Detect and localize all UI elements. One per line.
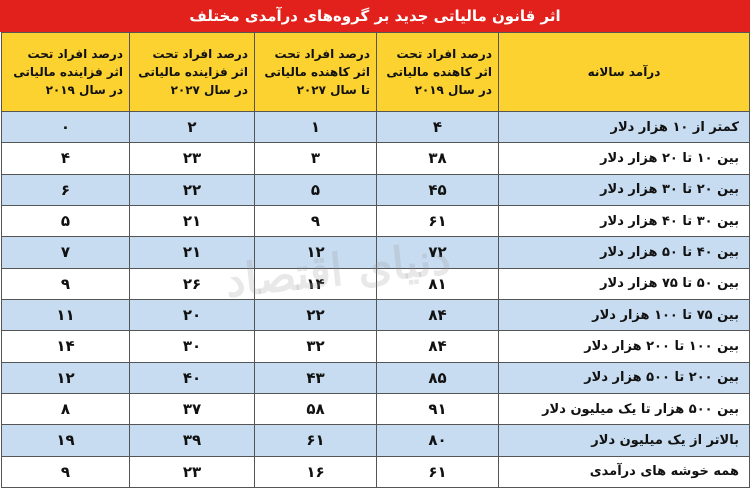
income-bracket-cell: بین ۱۰ تا ۲۰ هزار دلار [498,142,750,175]
page-title: اثر قانون مالیاتی جدید بر گروه‌های درآمد… [0,0,750,32]
percent-cell: ۱۴ [254,267,377,300]
percent-cell: ۵ [1,204,130,238]
percent-cell: ۲۶ [129,267,255,300]
percent-cell: ۴۳ [254,361,377,394]
percent-cell: ۲۱ [129,236,255,269]
percent-cell: ۷ [1,236,130,269]
percent-cell: ۹ [1,267,130,300]
percent-cell: ۲۲ [129,173,255,206]
percent-cell: ۳ [254,142,377,175]
table-row: بالاتر از یک میلیون دلار ۸۰ ۶۱ ۳۹ ۱۹ [1,424,750,457]
table-row: بین ۱۰۰ تا ۲۰۰ هزار دلار ۸۴ ۳۲ ۳۰ ۱۴ [1,330,750,363]
percent-cell: ۲۰ [129,298,255,332]
percent-cell: ۸۴ [376,330,499,363]
percent-cell: ۱۱ [1,298,130,332]
column-header: درآمد سالانه [498,32,750,112]
percent-cell: ۶۱ [254,424,377,457]
income-bracket-cell: کمتر از ۱۰ هزار دلار [498,110,750,144]
percent-cell: ۵ [254,173,377,206]
percent-cell: ۴۰ [129,361,255,394]
percent-cell: ۶۱ [376,204,499,238]
percent-cell: ۹ [1,455,130,489]
percent-cell: ۶۱ [376,455,499,489]
table-body: کمتر از ۱۰ هزار دلار ۴ ۱ ۲ ۰ بین ۱۰ تا ۲۰ هزا… [1,110,750,489]
percent-cell: ۸۰ [376,424,499,457]
percent-cell: ۳۷ [129,392,255,426]
percent-cell: ۱ [254,110,377,144]
income-bracket-cell: بین ۳۰ تا ۴۰ هزار دلار [498,204,750,238]
table-row: بین ۳۰ تا ۴۰ هزار دلار ۶۱ ۹ ۲۱ ۵ [1,204,750,238]
percent-cell: ۸ [1,392,130,426]
table-row: کمتر از ۱۰ هزار دلار ۴ ۱ ۲ ۰ [1,110,750,144]
column-header: درصد افراد تحت اثر کاهنده مالیاتی تا سال… [254,32,377,112]
tax-impact-table: درآمد سالانه درصد افراد تحت اثر کاهنده م… [1,32,750,489]
table-row: بین ۵۰ تا ۷۵ هزار دلار ۸۱ ۱۴ ۲۶ ۹ [1,267,750,300]
percent-cell: ۴ [1,142,130,175]
income-bracket-cell: بین ۵۰ تا ۷۵ هزار دلار [498,267,750,300]
percent-cell: ۰ [1,110,130,144]
table-row: همه خوشه های درآمدی ۶۱ ۱۶ ۲۳ ۹ [1,455,750,489]
percent-cell: ۱۲ [254,236,377,269]
percent-cell: ۳۰ [129,330,255,363]
percent-cell: ۳۹ [129,424,255,457]
percent-cell: ۱۴ [1,330,130,363]
percent-cell: ۳۲ [254,330,377,363]
percent-cell: ۴۵ [376,173,499,206]
percent-cell: ۸۱ [376,267,499,300]
column-header: درصد افراد تحت اثر کاهنده مالیاتی در سال… [376,32,499,112]
percent-cell: ۲۳ [129,142,255,175]
percent-cell: ۲ [129,110,255,144]
percent-cell: ۹۱ [376,392,499,426]
table-row: بین ۴۰ تا ۵۰ هزار دلار ۷۲ ۱۲ ۲۱ ۷ [1,236,750,269]
percent-cell: ۲۲ [254,298,377,332]
income-bracket-cell: بین ۲۰ تا ۳۰ هزار دلار [498,173,750,206]
percent-cell: ۱۲ [1,361,130,394]
column-header: درصد افراد تحت اثر فزاینده مالیاتی در سا… [1,32,130,112]
income-bracket-cell: بین ۴۰ تا ۵۰ هزار دلار [498,236,750,269]
percent-cell: ۱۹ [1,424,130,457]
header-row: درآمد سالانه درصد افراد تحت اثر کاهنده م… [1,32,750,112]
percent-cell: ۴ [376,110,499,144]
income-bracket-cell: بین ۲۰۰ تا ۵۰۰ هزار دلار [498,361,750,394]
income-bracket-cell: بین ۱۰۰ تا ۲۰۰ هزار دلار [498,330,750,363]
table-row: بین ۲۰ تا ۳۰ هزار دلار ۴۵ ۵ ۲۲ ۶ [1,173,750,206]
income-bracket-cell: بالاتر از یک میلیون دلار [498,424,750,457]
percent-cell: ۷۲ [376,236,499,269]
percent-cell: ۹ [254,204,377,238]
table-row: بین ۵۰۰ هزار تا یک میلیون دلار ۹۱ ۵۸ ۳۷ ۸ [1,392,750,426]
percent-cell: ۵۸ [254,392,377,426]
table-row: بین ۷۵ تا ۱۰۰ هزار دلار ۸۴ ۲۲ ۲۰ ۱۱ [1,298,750,332]
percent-cell: ۳۸ [376,142,499,175]
percent-cell: ۱۶ [254,455,377,489]
percent-cell: ۸۵ [376,361,499,394]
table-row: بین ۱۰ تا ۲۰ هزار دلار ۳۸ ۳ ۲۳ ۴ [1,142,750,175]
income-bracket-cell: همه خوشه های درآمدی [498,455,750,489]
column-header: درصد افراد تحت اثر فزاینده مالیاتی در سا… [129,32,255,112]
percent-cell: ۲۳ [129,455,255,489]
percent-cell: ۸۴ [376,298,499,332]
income-bracket-cell: بین ۵۰۰ هزار تا یک میلیون دلار [498,392,750,426]
table-row: بین ۲۰۰ تا ۵۰۰ هزار دلار ۸۵ ۴۳ ۴۰ ۱۲ [1,361,750,394]
income-bracket-cell: بین ۷۵ تا ۱۰۰ هزار دلار [498,298,750,332]
percent-cell: ۲۱ [129,204,255,238]
percent-cell: ۶ [1,173,130,206]
